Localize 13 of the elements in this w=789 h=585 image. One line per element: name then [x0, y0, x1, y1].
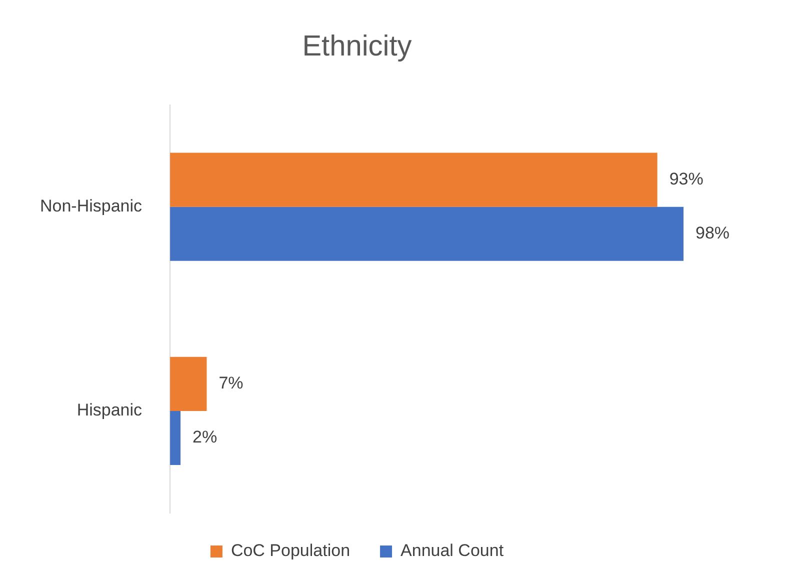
bar	[170, 410, 181, 466]
legend-label: Annual Count	[400, 541, 504, 560]
bar	[170, 206, 684, 261]
data-label: 2%	[192, 428, 218, 447]
bar	[170, 356, 207, 411]
y-tick-label: Non-Hispanic	[40, 196, 143, 216]
data-label: 93%	[669, 169, 704, 188]
bar	[170, 152, 658, 207]
data-label: 7%	[218, 374, 244, 393]
chart-title: Ethnicity	[302, 30, 412, 62]
data-label: 98%	[696, 224, 730, 243]
legend-label: CoC Population	[230, 541, 350, 560]
y-tick-label: Hispanic	[76, 400, 143, 420]
